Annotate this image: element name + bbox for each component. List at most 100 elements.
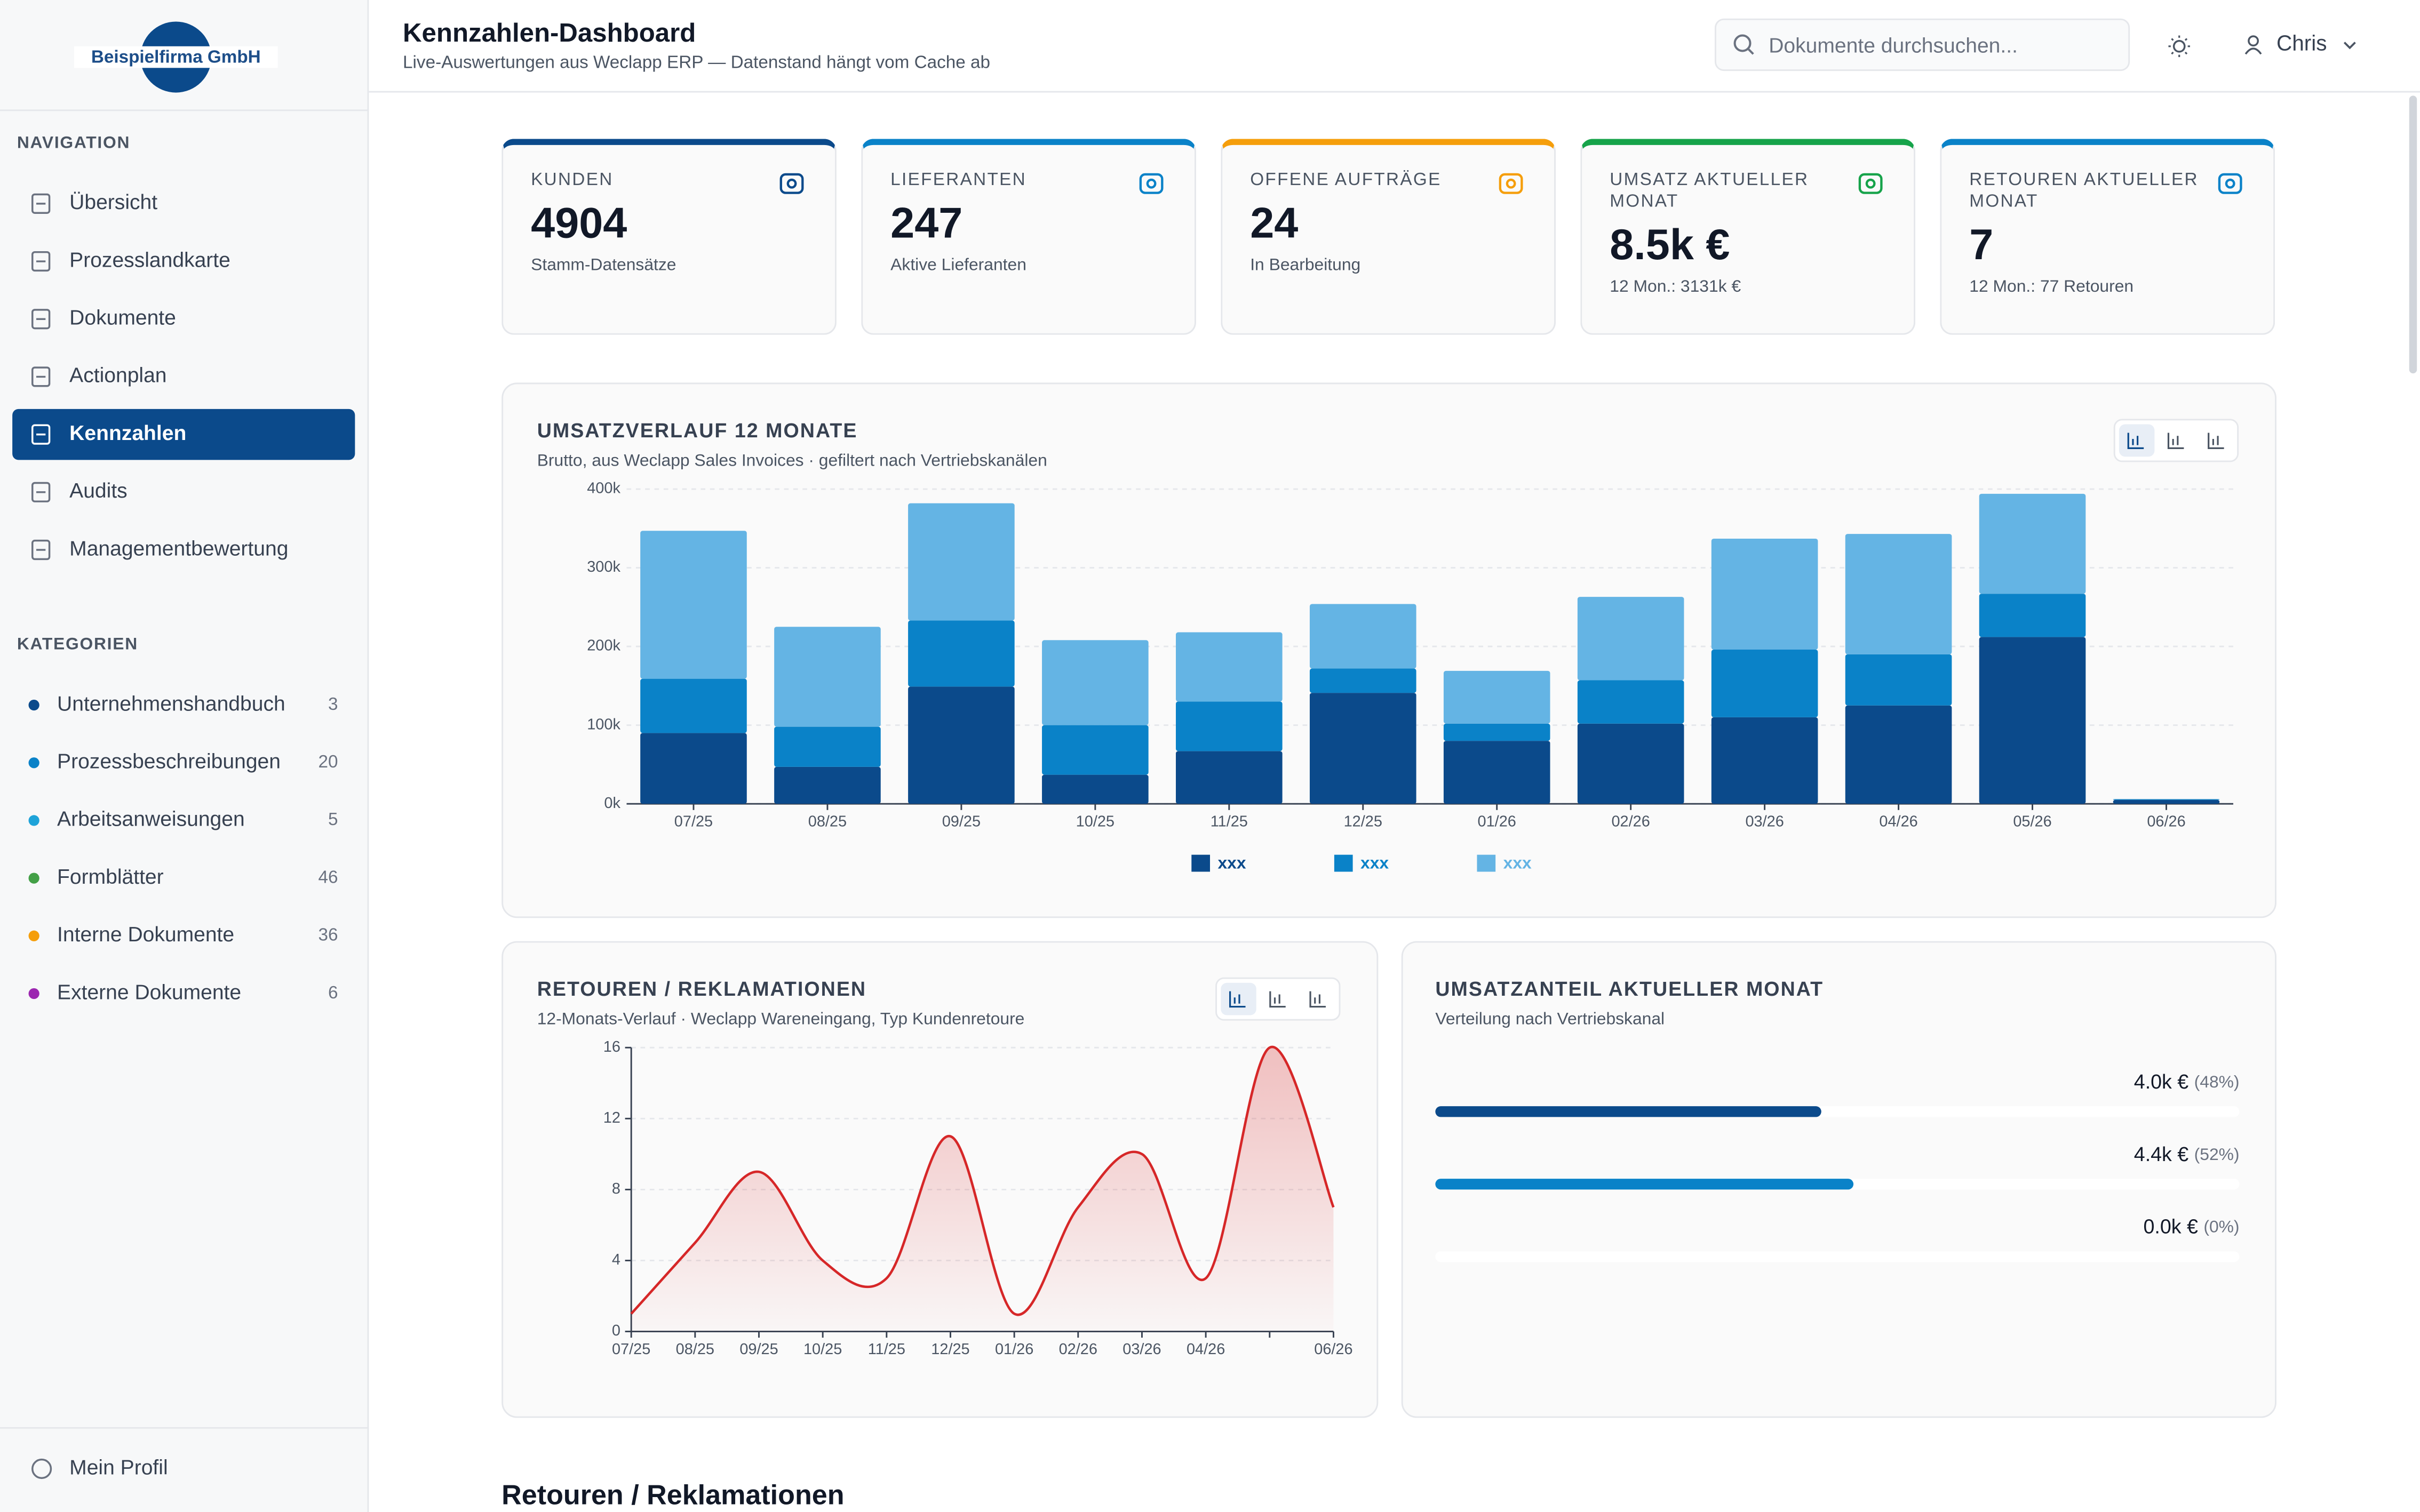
legend-swatch (1334, 854, 1353, 872)
x-tick-label: 07/25 (674, 813, 713, 830)
kpi-icon (1146, 178, 1157, 189)
category-dot (28, 815, 39, 826)
x-tick-label: 02/26 (1059, 1341, 1097, 1358)
bar-segment (1443, 741, 1550, 804)
share-percent: (52%) (2194, 1145, 2240, 1164)
page-subtitle: Live-Auswertungen aus Weclapp ERP — Date… (403, 54, 990, 73)
chart-title: UMSATZANTEIL AKTUELLER MONAT (1435, 978, 1824, 1000)
x-tick-label: 11/25 (1211, 813, 1248, 830)
kpi-icon (1139, 173, 1164, 194)
legend-label: xxx (1360, 853, 1389, 872)
bar-segment (1309, 693, 1416, 804)
bar-segment (1042, 640, 1149, 725)
nav-item[interactable]: Kennzahlen (69, 422, 186, 445)
y-tick-label: 12 (603, 1109, 620, 1126)
legend-label: xxx (1217, 853, 1246, 872)
y-tick-label: 16 (603, 1038, 620, 1055)
x-tick-label: 08/25 (808, 813, 847, 830)
bar-segment (1577, 723, 1684, 804)
kpi-note: 12 Mon.: 77 Retouren (1969, 277, 2134, 297)
bar-segment (908, 620, 1015, 687)
nav-item[interactable]: Actionplan (69, 364, 166, 387)
category-label[interactable]: Unternehmenshandbuch (57, 692, 285, 715)
share-label: 4.0k € (48%) (2134, 1070, 2240, 1093)
bar-segment (1577, 597, 1684, 681)
chart-type-icon[interactable] (1269, 991, 1286, 1008)
x-tick-label: 04/26 (1879, 813, 1917, 830)
kpi-value: 8.5k € (1610, 220, 1730, 269)
section-heading: KATEGORIEN (17, 634, 138, 653)
category-label[interactable]: Interne Dokumente (57, 923, 234, 946)
nav-item[interactable]: Audits (69, 479, 128, 502)
y-tick-label: 400k (587, 480, 620, 497)
search-box[interactable]: Dokumente durchsuchen... (1714, 18, 2130, 71)
category-label[interactable]: Externe Dokumente (57, 981, 241, 1004)
bar-segment (774, 726, 881, 767)
kpi-note: Aktive Lieferanten (890, 256, 1026, 275)
kpi-card: LIEFERANTEN 247 Aktive Lieferanten (861, 139, 1196, 335)
kpi-value: 24 (1250, 199, 1299, 247)
bar-segment (1979, 594, 2086, 637)
kpi-card: RETOUREN AKTUELLER MONAT 7 12 Mon.: 77 Ret… (1940, 139, 2275, 335)
bar-segment (2113, 799, 2220, 804)
x-tick-label: 06/26 (1314, 1341, 1352, 1358)
chart-type-icon[interactable] (1309, 991, 1326, 1008)
x-tick-label: 04/26 (1187, 1341, 1225, 1358)
x-tick-label: 01/26 (995, 1341, 1033, 1358)
x-tick-label: 10/25 (1076, 813, 1115, 830)
profile-link[interactable]: Mein Profil (69, 1456, 168, 1479)
kpi-icon (2225, 178, 2235, 189)
share-amount: 4.4k € (2134, 1143, 2189, 1165)
category-label[interactable]: Formblätter (57, 866, 164, 889)
nav-item[interactable]: Dokumente (69, 307, 176, 330)
share-label: 4.4k € (52%) (2134, 1143, 2240, 1165)
bar-segment (1711, 538, 1818, 650)
bar-segment (640, 531, 747, 679)
chart-type-icon[interactable] (2167, 433, 2184, 449)
category-label[interactable]: Arbeitsanweisungen (57, 808, 245, 831)
chart-subtitle: Verteilung nach Vertriebskanal (1435, 1009, 1665, 1028)
bar-segment (1309, 604, 1416, 669)
kpi-label: LIEFERANTEN (890, 171, 1027, 190)
nav-icon (31, 193, 51, 214)
kpi-icon (779, 173, 804, 194)
bar-segment (1577, 680, 1684, 724)
kpi-label: KUNDEN (531, 171, 614, 190)
bar-segment (1175, 632, 1283, 702)
kpi-icon (1139, 173, 1164, 194)
kpi-card: OFFENE AUFTRÄGE 24 In Bearbeitung (1221, 139, 1556, 335)
share-amount: 4.0k € (2134, 1070, 2189, 1093)
nav-icon (31, 539, 51, 561)
chart-type-icon[interactable] (1229, 991, 1246, 1008)
kpi-value: 4904 (531, 199, 627, 247)
bar-segment (1845, 534, 1952, 654)
y-tick-label: 200k (587, 637, 620, 654)
chart-type-icon[interactable] (2127, 433, 2144, 449)
kpi-value: 247 (890, 199, 963, 247)
category-dot (28, 699, 39, 711)
category-count: 5 (328, 810, 338, 829)
kpi-note: 12 Mon.: 3131k € (1610, 277, 1741, 297)
bar-segment (1042, 774, 1149, 804)
x-tick-label: 02/26 (1611, 813, 1650, 830)
nav-item[interactable]: Übersicht (69, 191, 157, 214)
category-dot (28, 988, 39, 999)
nav-icon (31, 309, 51, 330)
chart-type-icon[interactable] (2208, 433, 2224, 449)
kpi-icon (779, 173, 804, 194)
user-name[interactable]: Chris (2276, 31, 2327, 55)
category-count: 46 (319, 867, 338, 887)
y-tick-label: 8 (612, 1180, 620, 1197)
x-tick-label: 09/25 (942, 813, 981, 830)
share-bar (1435, 1106, 1821, 1117)
nav-item[interactable]: Managementbewertung (69, 537, 288, 560)
bar-segment (1979, 493, 2086, 594)
share-amount: 0.0k € (2143, 1215, 2198, 1238)
nav-item[interactable]: Prozesslandkarte (69, 249, 230, 271)
y-tick-label: 0 (612, 1322, 620, 1339)
category-label[interactable]: Prozessbeschreibungen (57, 750, 281, 773)
x-tick-label: 09/25 (739, 1341, 778, 1358)
